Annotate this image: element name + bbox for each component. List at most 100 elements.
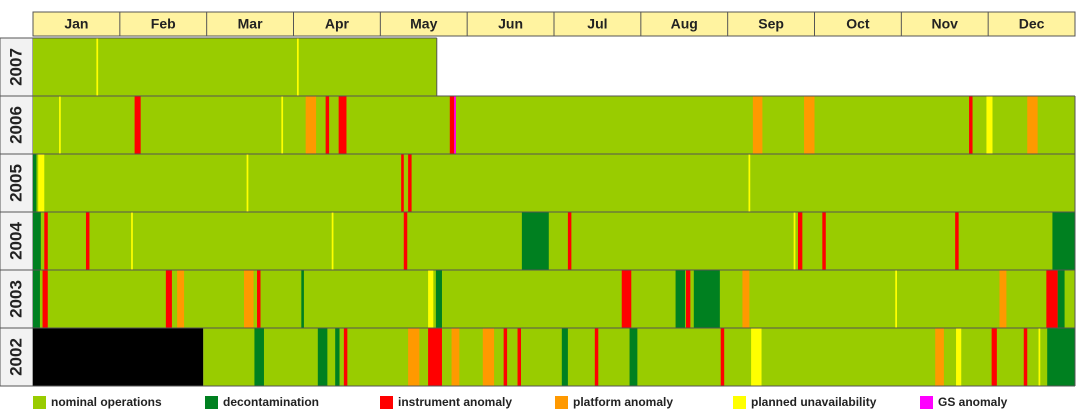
status-stripe (521, 212, 549, 270)
year-label: 2005 (6, 164, 25, 202)
status-stripe (621, 270, 632, 328)
status-stripe (343, 328, 348, 386)
no-data-band (33, 328, 204, 386)
status-stripe (748, 154, 751, 212)
status-stripe (685, 270, 691, 328)
legend-swatch (33, 396, 46, 409)
status-stripe (177, 270, 185, 328)
status-stripe (804, 96, 815, 154)
status-stripe (331, 212, 334, 270)
legend-swatch (920, 396, 933, 409)
status-stripe (693, 270, 720, 328)
status-stripe (720, 328, 725, 386)
year-label: 2004 (6, 222, 25, 260)
status-stripe (131, 212, 133, 270)
status-stripe (956, 328, 962, 386)
year-label: 2003 (6, 280, 25, 318)
status-stripe (305, 96, 317, 154)
status-stripe (435, 270, 442, 328)
status-stripe (742, 270, 750, 328)
status-stripe (257, 270, 261, 328)
month-label: Nov (932, 16, 959, 32)
status-stripe (482, 328, 495, 386)
status-stripe (33, 270, 40, 328)
status-stripe (428, 270, 434, 328)
nominal-band (203, 328, 1075, 386)
month-label: Jul (587, 16, 607, 32)
month-label: Dec (1019, 16, 1045, 32)
status-stripe (408, 328, 420, 386)
status-stripe (798, 212, 803, 270)
status-stripe (1057, 270, 1065, 328)
status-stripe (401, 154, 404, 212)
month-label: Sep (758, 16, 784, 32)
month-label: May (410, 16, 437, 32)
status-stripe (44, 212, 48, 270)
year-label: 2002 (6, 338, 25, 376)
status-stripe (134, 96, 141, 154)
status-stripe (335, 328, 340, 386)
status-stripe (451, 328, 460, 386)
status-stripe (38, 154, 45, 212)
year-cell (0, 327, 34, 387)
status-stripe (1052, 212, 1075, 270)
status-stripe (244, 270, 254, 328)
status-stripe (793, 212, 796, 270)
status-stripe (991, 328, 997, 386)
legend-swatch (555, 396, 568, 409)
status-stripe (59, 96, 61, 154)
status-stripe (408, 154, 412, 212)
year-label: 2007 (6, 48, 25, 86)
status-stripe (33, 154, 37, 212)
status-stripe (246, 154, 249, 212)
status-stripe (594, 328, 599, 386)
status-stripe (895, 270, 897, 328)
status-stripe (85, 212, 90, 270)
legend-label: platform anomaly (573, 395, 673, 409)
status-stripe (281, 96, 284, 154)
status-stripe (403, 212, 408, 270)
status-stripe (1027, 96, 1038, 154)
status-stripe (254, 328, 264, 386)
status-stripe (165, 270, 172, 328)
status-stripe (752, 96, 763, 154)
status-stripe (296, 38, 299, 96)
status-stripe (751, 328, 762, 386)
status-stripe (567, 212, 572, 270)
status-stripe (96, 38, 99, 96)
legend-label: instrument anomaly (398, 395, 512, 409)
month-label: Mar (238, 16, 263, 32)
status-stripe (317, 328, 328, 386)
status-stripe (449, 96, 456, 154)
status-stripe (517, 328, 522, 386)
legend-label: GS anomaly (938, 395, 1008, 409)
nominal-band (33, 38, 437, 96)
status-stripe (999, 270, 1007, 328)
status-stripe (301, 270, 304, 328)
nominal-band (33, 212, 1075, 270)
status-stripe (935, 328, 944, 386)
nominal-band (33, 154, 1075, 212)
legend-label: nominal operations (51, 395, 162, 409)
status-stripe (822, 212, 826, 270)
status-stripe (955, 212, 959, 270)
status-stripe (1047, 328, 1075, 386)
status-stripe (428, 328, 442, 386)
month-label: Feb (151, 16, 176, 32)
status-stripe (986, 96, 993, 154)
status-stripe (1023, 328, 1028, 386)
nominal-band (33, 96, 1075, 154)
status-stripe (561, 328, 568, 386)
year-cell (0, 37, 34, 97)
month-label: Aug (671, 16, 698, 32)
status-stripe (42, 270, 48, 328)
status-stripe (675, 270, 686, 328)
month-label: Jan (64, 16, 88, 32)
status-stripe (33, 212, 41, 270)
year-label: 2006 (6, 106, 25, 144)
status-stripe (969, 96, 973, 154)
month-label: Oct (846, 16, 870, 32)
status-stripe (325, 96, 330, 154)
